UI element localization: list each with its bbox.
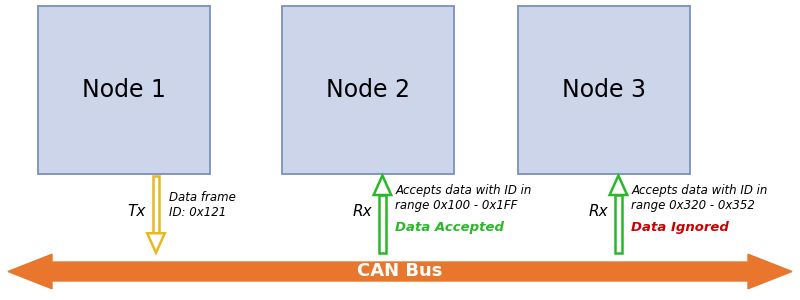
Text: Rx: Rx [588,204,608,219]
Text: Node 1: Node 1 [82,78,166,102]
Text: Accepts data with ID in
range 0x320 - 0x352: Accepts data with ID in range 0x320 - 0x… [631,184,767,212]
FancyBboxPatch shape [518,6,690,174]
Text: Accepts data with ID in
range 0x100 - 0x1FF: Accepts data with ID in range 0x100 - 0x… [395,184,531,212]
Polygon shape [610,176,627,195]
Text: Rx: Rx [352,204,372,219]
Bar [615,195,622,253]
Bar [153,176,159,233]
Text: Tx: Tx [127,204,146,219]
Bar [379,195,386,253]
FancyBboxPatch shape [282,6,454,174]
Text: Data Ignored: Data Ignored [631,221,729,234]
Text: Node 3: Node 3 [562,78,646,102]
Polygon shape [374,176,391,195]
FancyBboxPatch shape [38,6,210,174]
Text: Data Accepted: Data Accepted [395,221,504,234]
Polygon shape [8,254,792,289]
Text: Data frame
ID: 0x121: Data frame ID: 0x121 [169,191,236,219]
Polygon shape [147,233,165,253]
Text: Node 2: Node 2 [326,78,410,102]
Text: CAN Bus: CAN Bus [358,262,442,280]
